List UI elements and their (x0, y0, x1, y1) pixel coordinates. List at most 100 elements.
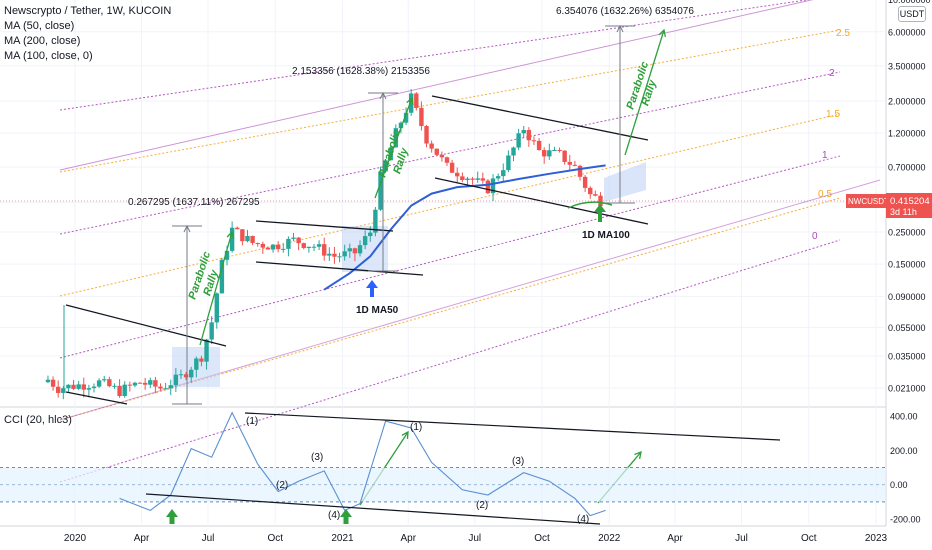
channel-line (434, 177, 649, 225)
fib-channel: 2.5 2 1.5 1 0.5 0 (59, 0, 881, 483)
candle-body (342, 251, 347, 257)
candle-body (178, 374, 184, 376)
candle-body (96, 380, 102, 387)
candle-body (506, 155, 511, 171)
cci-wave-label: (4) (577, 514, 589, 525)
candle-body (480, 178, 486, 181)
candle-body (306, 246, 312, 248)
candle-body (526, 130, 532, 141)
candle-body (475, 178, 480, 180)
candle-body (219, 259, 225, 294)
candle-body (260, 243, 266, 248)
candle-body (71, 384, 76, 389)
price-tick-label: 1.200000 (888, 129, 926, 139)
cci-pane: 400.00 200.00 0.00 -200.00 (1) (2) (3) (4) (1) (2… (0, 411, 921, 525)
candle-body (593, 194, 598, 196)
candle-body (501, 170, 506, 177)
price-badge-value: 0.415204 (890, 196, 930, 207)
ma50-label: 1D MA50 (356, 305, 399, 316)
candle-body (577, 165, 583, 177)
time-tick-label: Jul (202, 533, 215, 544)
measure-arrow (379, 91, 387, 100)
time-tick-label: Oct (267, 533, 283, 544)
green-arrow (199, 231, 233, 346)
fib-line (59, 71, 841, 235)
candle-body (50, 379, 56, 387)
candle-body (562, 150, 567, 162)
green-arrow-head (226, 230, 235, 239)
candle-body (270, 244, 276, 250)
candle-body (189, 369, 194, 378)
cci-up-arrow-icon (340, 509, 352, 524)
time-tick-label: 2022 (598, 533, 621, 544)
candle-body (403, 112, 409, 123)
fib-level-label: 1.5 (826, 109, 840, 120)
candle-body (296, 237, 301, 244)
symbol-badge (846, 194, 886, 208)
candle-body (552, 150, 557, 152)
candle-body (398, 122, 404, 129)
candle-body (439, 154, 445, 158)
candle-body (281, 248, 286, 250)
currency-button[interactable]: USDT (898, 6, 926, 22)
candle-body (536, 140, 542, 151)
fib-level-label: 2 (829, 68, 835, 79)
candles (45, 89, 603, 400)
price-tick-label: 0.150000 (888, 260, 926, 270)
candle-body (275, 244, 281, 250)
green-arrow-head (658, 28, 667, 37)
time-tick-label: Oct (801, 533, 817, 544)
legend-ma100: MA (100, close, 0) (4, 50, 93, 62)
measure-1: 0.267295 (1637.11%) 267295 (128, 197, 260, 405)
candle-body (158, 386, 163, 389)
candle-body (424, 126, 429, 144)
candle-body (137, 382, 143, 384)
candle-body (291, 237, 296, 239)
time-tick-label: Apr (667, 533, 683, 544)
candle-body (572, 164, 578, 166)
green-arrow-head (401, 430, 409, 440)
price-tick-label: 6.000000 (888, 27, 926, 37)
green-arrow (374, 97, 413, 199)
candle-body (163, 388, 168, 390)
measure-arrow (183, 224, 191, 233)
price-tick-label: 2.000000 (888, 97, 926, 107)
fib-level-label: 0 (812, 231, 818, 242)
candle-body (547, 150, 552, 157)
time-tick-label: 2023 (865, 533, 888, 544)
candle-body (460, 176, 465, 180)
ma50-arrow-icon (366, 280, 378, 297)
candle-body (235, 227, 240, 230)
chart-legend: Newscrypto / Tether, 1W, KUCOIN MA (50, … (4, 4, 171, 64)
fib-line (59, 29, 841, 173)
candle-body (419, 107, 424, 127)
candle-body (286, 238, 291, 249)
price-tick-label: 0.700000 (888, 163, 926, 173)
candle-body (61, 388, 66, 393)
candle-body (465, 178, 470, 180)
price-tick-label: 10.000000 (888, 0, 931, 5)
cci-line (119, 411, 606, 517)
price-tick-label: 0.035000 (888, 351, 926, 361)
candle-body (132, 382, 138, 386)
channel-line (431, 95, 649, 141)
cci-trend-bottom (145, 493, 601, 525)
candle-body (408, 93, 414, 113)
candle-body (347, 248, 352, 252)
candle-body (516, 133, 521, 148)
candle-body (434, 148, 439, 155)
price-tick-label: 0.250000 (888, 227, 926, 237)
ma100-arrow-icon (594, 204, 606, 222)
candle-body (153, 380, 158, 387)
time-tick-label: Jul (468, 533, 481, 544)
ma100-label: 1D MA100 (582, 230, 630, 241)
candle-body (107, 379, 112, 387)
cci-wave-label: (3) (311, 452, 323, 463)
candle-body (250, 235, 255, 244)
candle-body (194, 358, 199, 370)
candle-body (429, 143, 434, 149)
candle-body (373, 209, 378, 233)
cci-tick-label: 200.00 (890, 446, 918, 456)
measure-label: 0.267295 (1637.11%) 267295 (128, 197, 260, 208)
